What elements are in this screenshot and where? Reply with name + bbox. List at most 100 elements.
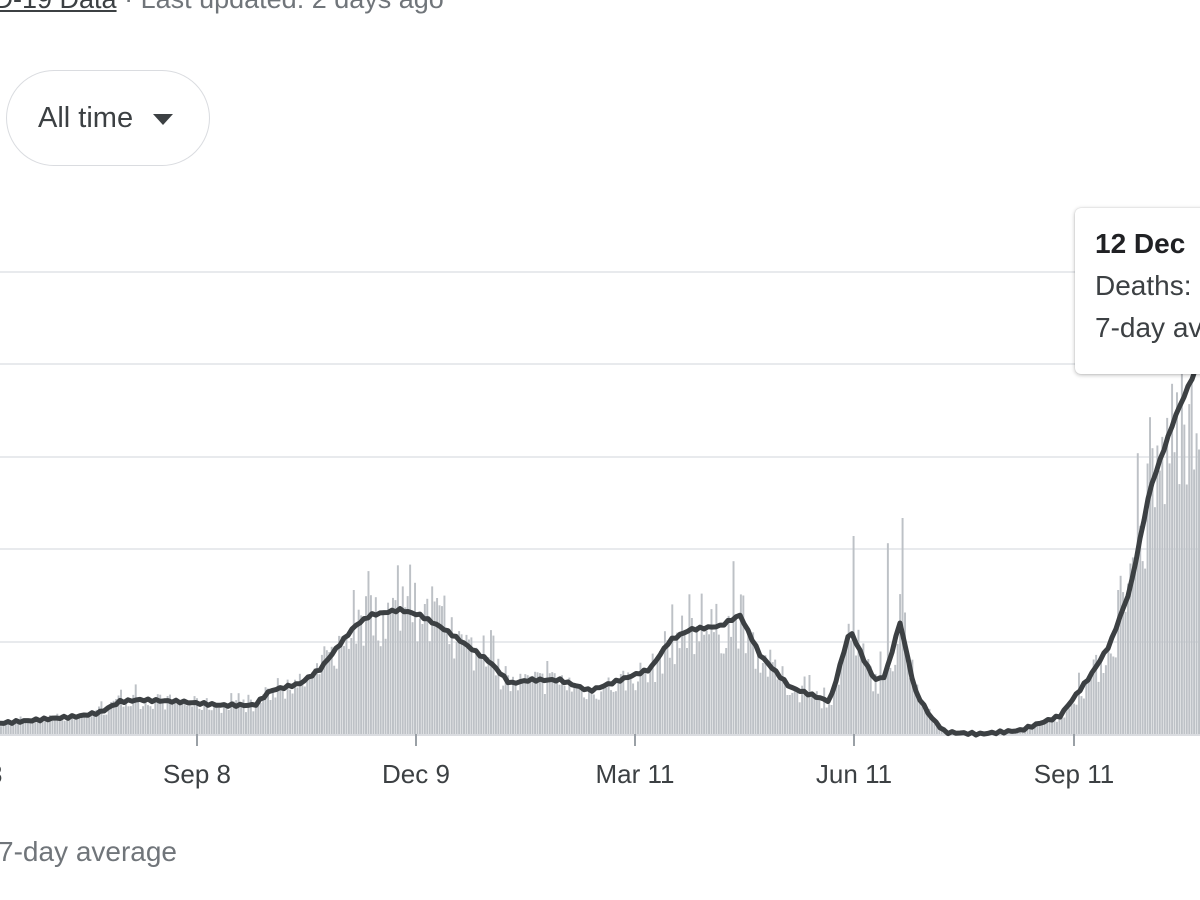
daily-deaths-bar <box>526 675 529 734</box>
daily-deaths-bar <box>100 701 103 734</box>
daily-deaths-bar <box>1046 719 1049 734</box>
daily-deaths-bar <box>492 635 495 734</box>
daily-deaths-bar <box>129 706 132 734</box>
daily-deaths-bar <box>1124 611 1127 734</box>
daily-deaths-bar <box>688 594 691 734</box>
daily-deaths-bar <box>791 692 794 734</box>
daily-deaths-bar <box>1029 725 1031 734</box>
daily-deaths-bar <box>1122 592 1125 734</box>
daily-deaths-bar <box>279 686 282 734</box>
daily-deaths-bar <box>661 673 664 734</box>
daily-deaths-bar <box>842 654 845 734</box>
daily-deaths-bar <box>414 582 416 734</box>
daily-deaths-bar <box>343 645 345 734</box>
daily-deaths-bar <box>578 685 581 734</box>
daily-deaths-bar <box>543 694 546 734</box>
daily-deaths-bar <box>906 651 909 734</box>
daily-deaths-bar <box>1058 715 1061 734</box>
last-updated-text: Last updated: 2 days ago <box>141 0 444 14</box>
daily-deaths-bar <box>392 597 394 734</box>
daily-deaths-bar <box>637 681 639 734</box>
daily-deaths-bar <box>205 698 208 734</box>
daily-deaths-bar <box>499 689 502 734</box>
daily-deaths-bar <box>308 677 311 734</box>
daily-deaths-bar <box>617 680 620 734</box>
daily-deaths-bar <box>411 622 414 734</box>
daily-deaths-bar <box>862 643 865 734</box>
daily-deaths-bar <box>1185 484 1188 734</box>
daily-deaths-bar <box>151 708 154 734</box>
daily-deaths-bar <box>93 715 96 734</box>
daily-deaths-bar <box>235 700 238 734</box>
daily-deaths-bar <box>26 721 29 734</box>
daily-deaths-bar <box>840 664 843 734</box>
daily-deaths-bar <box>913 683 916 734</box>
daily-deaths-bar <box>301 680 304 734</box>
daily-deaths-bar <box>1117 590 1120 734</box>
daily-deaths-bar <box>859 650 862 734</box>
daily-deaths-bar <box>418 618 421 734</box>
daily-deaths-bar <box>629 676 632 734</box>
daily-deaths-bar <box>1051 718 1053 734</box>
daily-deaths-bar <box>786 695 789 734</box>
daily-deaths-bar <box>833 687 835 734</box>
daily-deaths-bar <box>338 635 341 734</box>
daily-deaths-bar <box>516 690 519 734</box>
daily-deaths-bar <box>918 697 921 734</box>
daily-deaths-bar <box>450 617 453 734</box>
x-tick-label: Jun 11 <box>816 759 892 789</box>
daily-deaths-bar <box>401 586 404 734</box>
daily-deaths-bar <box>869 666 872 734</box>
daily-deaths-bar <box>624 690 627 734</box>
daily-deaths-bar <box>225 702 228 734</box>
daily-deaths-bar <box>490 630 492 734</box>
daily-deaths-bar <box>0 726 2 734</box>
daily-deaths-bar <box>188 704 191 734</box>
daily-deaths-bar <box>193 696 196 734</box>
daily-deaths-bar <box>803 676 806 734</box>
daily-deaths-bar <box>369 595 372 734</box>
daily-deaths-bar <box>1038 724 1041 734</box>
daily-deaths-bar <box>619 674 622 734</box>
daily-deaths-bar <box>328 652 331 734</box>
daily-deaths-bar <box>147 705 149 734</box>
daily-deaths-bar <box>240 704 243 734</box>
daily-deaths-bar <box>678 648 681 734</box>
daily-deaths-bar <box>1075 704 1078 734</box>
daily-deaths-bar <box>29 719 32 734</box>
daily-deaths-bar <box>607 677 610 734</box>
daily-deaths-bar <box>659 651 661 734</box>
daily-deaths-bar <box>306 680 309 734</box>
daily-deaths-bar <box>889 667 892 734</box>
daily-deaths-bar <box>416 641 419 734</box>
daily-deaths-bar <box>884 668 887 734</box>
daily-deaths-bar <box>1109 653 1112 734</box>
daily-deaths-bar <box>281 689 284 734</box>
daily-deaths-bar <box>88 717 91 734</box>
daily-deaths-bar <box>53 719 56 734</box>
daily-deaths-bar <box>335 668 338 734</box>
daily-deaths-bar <box>222 705 225 734</box>
daily-deaths-bar <box>928 708 931 734</box>
daily-deaths-bar <box>705 630 708 734</box>
daily-deaths-bar <box>289 689 292 734</box>
daily-deaths-bar <box>357 609 360 734</box>
daily-deaths-bar <box>169 694 171 734</box>
daily-deaths-bar <box>769 649 772 734</box>
daily-deaths-bar <box>1188 404 1191 734</box>
daily-deaths-bar <box>31 720 34 734</box>
daily-deaths-bar <box>649 665 652 734</box>
daily-deaths-bar <box>325 650 328 734</box>
daily-deaths-bar <box>835 678 838 734</box>
daily-deaths-bar <box>1134 563 1137 734</box>
daily-deaths-bar <box>1100 662 1102 734</box>
daily-deaths-bar <box>864 664 867 734</box>
daily-deaths-bar <box>759 672 762 734</box>
daily-deaths-bar <box>7 723 10 734</box>
daily-deaths-bar <box>580 685 583 734</box>
daily-deaths-bar <box>644 672 647 734</box>
daily-deaths-bar <box>548 673 551 734</box>
time-range-dropdown[interactable]: All time <box>6 70 210 166</box>
data-source-link[interactable]: ID-19 Data <box>0 0 117 14</box>
daily-deaths-bar <box>460 634 463 734</box>
